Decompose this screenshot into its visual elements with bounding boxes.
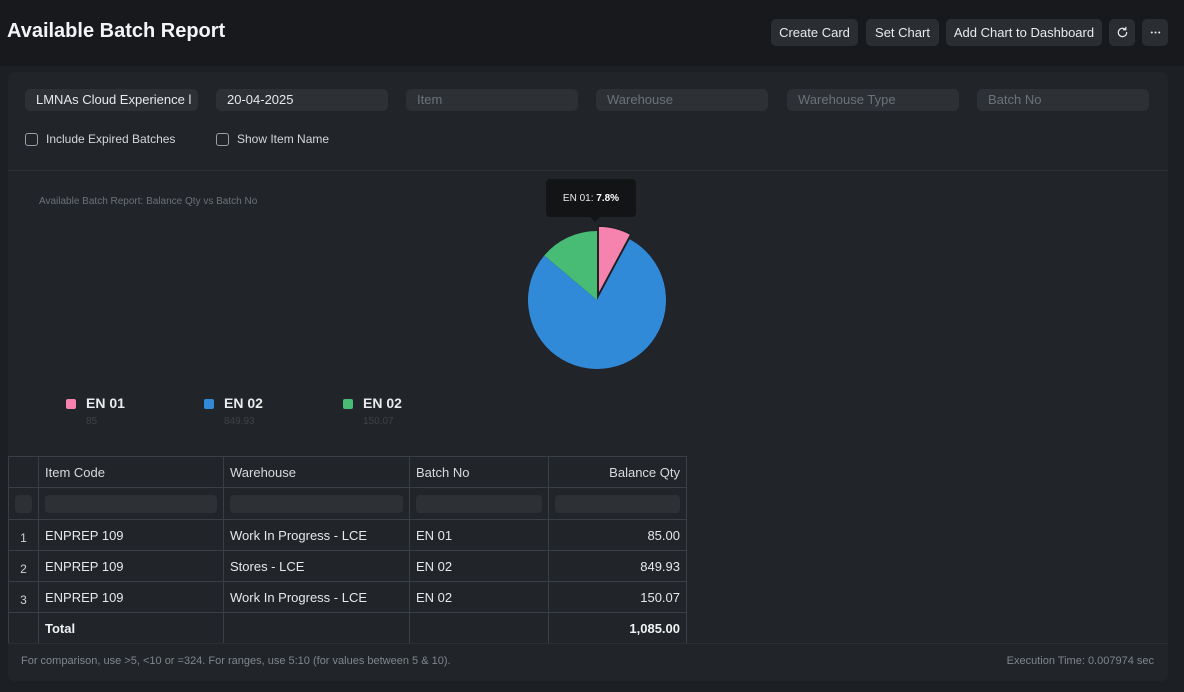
legend-value: 849.93	[224, 416, 255, 427]
table-row[interactable]: 3 ENPREP 109 Work In Progress - LCE EN 0…	[8, 581, 687, 613]
pie-slice-en-02-1[interactable]	[528, 239, 666, 369]
filter-hint: For comparison, use >5, <10 or =324. For…	[21, 655, 451, 667]
tooltip-value: 7.8%	[596, 193, 620, 204]
set-chart-button[interactable]: Set Chart	[866, 19, 939, 46]
add-chart-to-dashboard-button[interactable]: Add Chart to Dashboard	[946, 19, 1102, 46]
checkbox-box[interactable]	[25, 132, 38, 146]
legend-value: 150.07	[363, 416, 394, 427]
column-filter-row	[8, 487, 687, 520]
include-expired-label: Include Expired Batches	[46, 132, 176, 146]
item-code-cell[interactable]: ENPREP 109	[38, 581, 224, 613]
table-row[interactable]: 1 ENPREP 109 Work In Progress - LCE EN 0…	[8, 519, 687, 551]
balance-qty-cell[interactable]: 849.93	[548, 550, 687, 582]
legend-swatch	[204, 399, 214, 409]
balance-qty-cell[interactable]: 85.00	[548, 519, 687, 551]
warehouse-cell[interactable]: Work In Progress - LCE	[223, 519, 410, 551]
total-label: Total	[38, 612, 224, 644]
total-index-cell	[8, 612, 39, 644]
item-code-column-filter[interactable]	[45, 494, 217, 513]
table-row[interactable]: 2 ENPREP 109 Stores - LCE EN 02 849.93	[8, 550, 687, 582]
legend-label: EN 02	[224, 395, 263, 411]
legend-swatch	[66, 399, 76, 409]
warehouse-filter-cell	[223, 487, 410, 520]
show-item-name-label: Show Item Name	[237, 132, 330, 146]
total-empty-cell	[223, 612, 410, 644]
footer-divider	[8, 643, 1168, 644]
ellipsis-icon	[1142, 26, 1168, 39]
legend-label: EN 02	[363, 395, 402, 411]
balance-qty-cell[interactable]: 150.07	[548, 581, 687, 613]
pie-chart[interactable]	[508, 212, 688, 392]
index-filter	[15, 494, 32, 513]
more-menu-button[interactable]	[1142, 19, 1168, 46]
row-index: 2	[8, 550, 39, 582]
date-filter[interactable]: 20-04-2025	[216, 89, 388, 111]
legend-value: 85	[86, 416, 98, 427]
chart-title: Available Batch Report: Balance Qty vs B…	[39, 196, 258, 207]
chart-tooltip: EN 01: 7.8%	[546, 179, 636, 217]
total-empty-cell	[409, 612, 549, 644]
total-balance-qty: 1,085.00	[548, 612, 687, 644]
show-item-name-checkbox[interactable]: Show Item Name	[216, 132, 329, 146]
total-row: Total 1,085.00	[8, 612, 687, 644]
create-card-button[interactable]: Create Card	[771, 19, 858, 46]
row-index: 3	[8, 581, 39, 613]
legend-swatch	[343, 399, 353, 409]
refresh-icon	[1109, 26, 1135, 39]
page-header: Available Batch Report Create Card Set C…	[0, 0, 1184, 66]
balance-qty-column-filter[interactable]	[555, 494, 680, 513]
tooltip-label: EN 01:	[562, 193, 594, 204]
warehouse-filter-input[interactable]	[596, 89, 768, 111]
batch-no-filter-input[interactable]	[977, 89, 1149, 111]
page-title: Available Batch Report	[7, 20, 226, 42]
column-header-warehouse[interactable]: Warehouse	[223, 456, 410, 488]
checkbox-box[interactable]	[216, 132, 229, 146]
item-code-filter-cell	[38, 487, 224, 520]
refresh-button[interactable]	[1109, 19, 1135, 46]
report-card: LMNAs Cloud Experience l 20-04-2025 Incl…	[8, 72, 1168, 681]
balance-qty-filter-cell	[548, 487, 687, 520]
include-expired-checkbox[interactable]: Include Expired Batches	[25, 132, 175, 146]
legend-item-en01[interactable]: EN 01 85	[66, 395, 186, 427]
column-header-balance-qty[interactable]: Balance Qty	[548, 456, 687, 488]
batch-no-column-filter[interactable]	[416, 494, 542, 513]
warehouse-cell[interactable]: Work In Progress - LCE	[223, 581, 410, 613]
legend-item-en02-second[interactable]: EN 02 150.07	[343, 395, 463, 427]
report-table: Item Code Warehouse Batch No Balance Qty…	[8, 456, 687, 644]
table-header-row: Item Code Warehouse Batch No Balance Qty	[8, 456, 687, 488]
row-index-header	[8, 456, 39, 488]
index-filter-cell	[8, 487, 39, 520]
item-code-cell[interactable]: ENPREP 109	[38, 550, 224, 582]
warehouse-cell[interactable]: Stores - LCE	[223, 550, 410, 582]
batch-no-filter-cell	[409, 487, 549, 520]
batch-no-cell[interactable]: EN 02	[409, 550, 549, 582]
column-header-item-code[interactable]: Item Code	[38, 456, 224, 488]
batch-no-cell[interactable]: EN 01	[409, 519, 549, 551]
warehouse-type-filter-input[interactable]	[787, 89, 959, 111]
warehouse-column-filter[interactable]	[230, 494, 403, 513]
pie-slice-en-01-0[interactable]	[597, 225, 632, 296]
filter-divider	[8, 170, 1168, 171]
row-index: 1	[8, 519, 39, 551]
company-filter[interactable]: LMNAs Cloud Experience l	[25, 89, 198, 111]
execution-time: Execution Time: 0.007974 sec	[1006, 655, 1154, 667]
item-code-cell[interactable]: ENPREP 109	[38, 519, 224, 551]
legend-label: EN 01	[86, 395, 125, 411]
item-filter-input[interactable]	[406, 89, 578, 111]
legend-item-en02[interactable]: EN 02 849.93	[204, 395, 324, 427]
pie-slice-en-02-2[interactable]	[544, 231, 597, 300]
tooltip-arrow	[590, 217, 600, 222]
batch-no-cell[interactable]: EN 02	[409, 581, 549, 613]
column-header-batch-no[interactable]: Batch No	[409, 456, 549, 488]
